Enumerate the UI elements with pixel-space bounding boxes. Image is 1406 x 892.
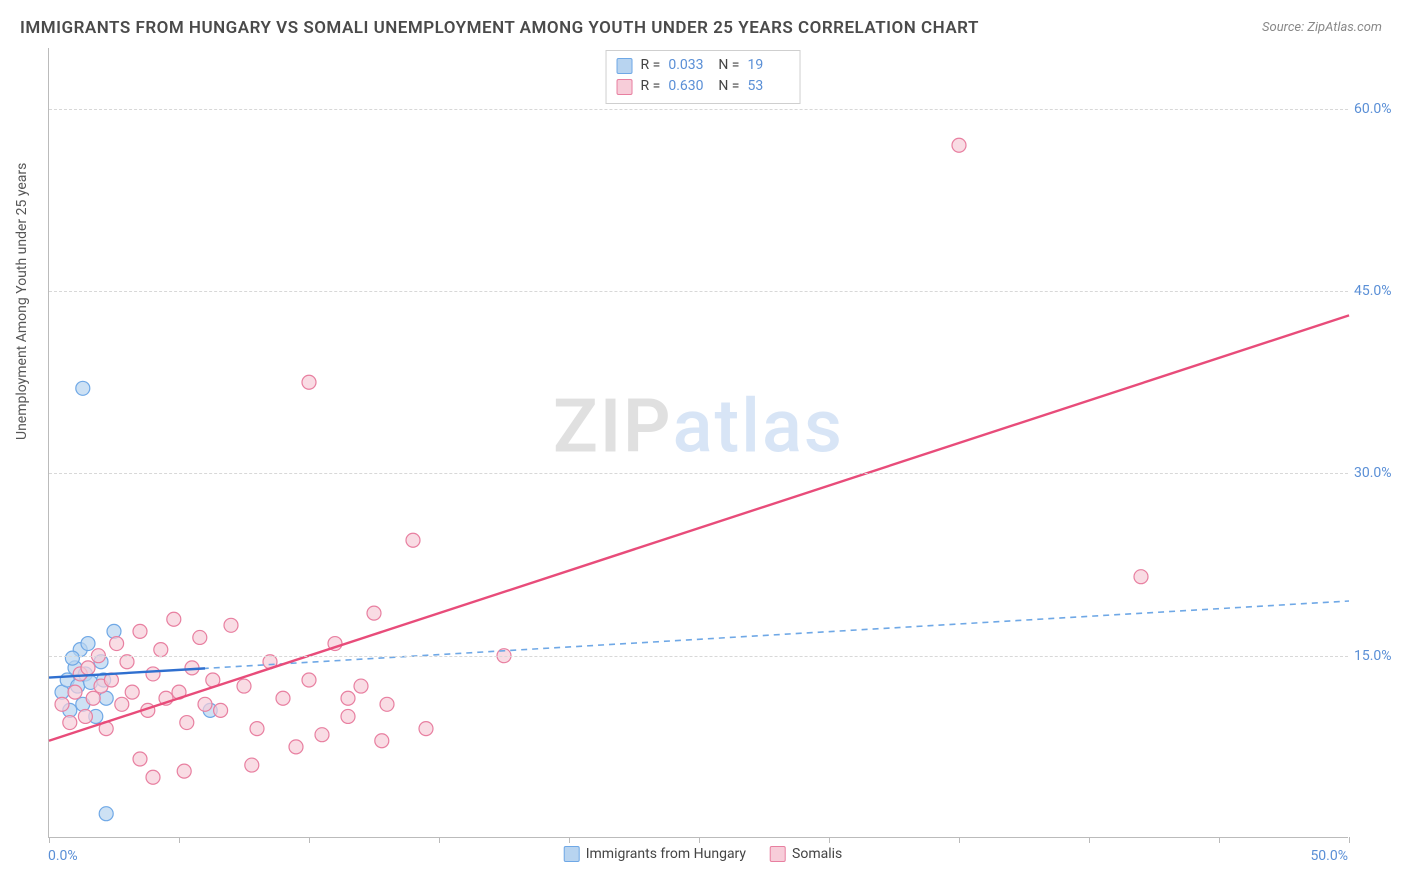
- scatter-point: [380, 697, 394, 711]
- x-tick: [829, 837, 830, 843]
- r-label: R =: [641, 76, 661, 97]
- y-axis-label: Unemployment Among Youth under 25 years: [14, 163, 30, 440]
- scatter-point: [193, 630, 207, 644]
- legend-swatch: [564, 846, 580, 862]
- scatter-point: [214, 703, 228, 717]
- legend-item: Somalis: [770, 846, 842, 862]
- x-tick: [179, 837, 180, 843]
- legend-item: Immigrants from Hungary: [564, 846, 746, 862]
- n-label: N =: [718, 76, 739, 97]
- gridline: [49, 109, 1348, 110]
- x-tick: [959, 837, 960, 843]
- scatter-point: [146, 770, 160, 784]
- scatter-point: [81, 661, 95, 675]
- scatter-point: [302, 673, 316, 687]
- r-value: 0.033: [668, 55, 710, 76]
- correlation-legend-row: R = 0.630 N = 53: [617, 76, 790, 97]
- n-value: 19: [747, 55, 789, 76]
- scatter-point: [224, 618, 238, 632]
- scatter-point: [237, 679, 251, 693]
- x-axis-max-label: 50.0%: [1310, 848, 1348, 864]
- y-tick-label: 15.0%: [1354, 648, 1404, 664]
- scatter-point: [133, 624, 147, 638]
- scatter-point: [55, 697, 69, 711]
- scatter-point: [341, 709, 355, 723]
- scatter-point: [115, 697, 129, 711]
- scatter-point: [78, 709, 92, 723]
- gridline: [49, 473, 1348, 474]
- scatter-point: [250, 722, 264, 736]
- scatter-point: [245, 758, 259, 772]
- y-tick-label: 45.0%: [1354, 283, 1404, 299]
- scatter-point: [406, 533, 420, 547]
- legend-label: Immigrants from Hungary: [586, 846, 746, 862]
- legend-swatch: [617, 79, 633, 95]
- scatter-point: [341, 691, 355, 705]
- scatter-point: [107, 624, 121, 638]
- trend-line-dashed: [49, 601, 1349, 678]
- scatter-point: [276, 691, 290, 705]
- correlation-legend-row: R = 0.033 N = 19: [617, 55, 790, 76]
- scatter-point: [1134, 570, 1148, 584]
- x-tick: [309, 837, 310, 843]
- scatter-point: [154, 643, 168, 657]
- x-tick: [699, 837, 700, 843]
- scatter-point: [99, 807, 113, 821]
- r-label: R =: [641, 55, 661, 76]
- source-attribution: Source: ZipAtlas.com: [1262, 20, 1382, 35]
- scatter-point: [125, 685, 139, 699]
- x-tick: [1089, 837, 1090, 843]
- scatter-point: [110, 637, 124, 651]
- scatter-point: [198, 697, 212, 711]
- scatter-point: [952, 138, 966, 152]
- x-tick: [49, 837, 50, 843]
- scatter-point: [302, 375, 316, 389]
- correlation-legend: R = 0.033 N = 19 R = 0.630 N = 53: [606, 50, 801, 104]
- gridline: [49, 291, 1348, 292]
- x-tick: [569, 837, 570, 843]
- x-axis-min-label: 0.0%: [48, 848, 78, 864]
- scatter-point: [76, 381, 90, 395]
- trend-line-solid: [49, 315, 1349, 740]
- scatter-point: [419, 722, 433, 736]
- legend-swatch: [770, 846, 786, 862]
- n-value: 53: [747, 76, 789, 97]
- scatter-point: [375, 734, 389, 748]
- y-tick-label: 60.0%: [1354, 101, 1404, 117]
- scatter-point: [180, 716, 194, 730]
- legend-swatch: [617, 58, 633, 74]
- x-tick: [1349, 837, 1350, 843]
- scatter-point: [68, 685, 82, 699]
- scatter-point: [315, 728, 329, 742]
- scatter-point: [146, 667, 160, 681]
- r-value: 0.630: [668, 76, 710, 97]
- scatter-point: [120, 655, 134, 669]
- scatter-point: [177, 764, 191, 778]
- chart-title: IMMIGRANTS FROM HUNGARY VS SOMALI UNEMPL…: [20, 18, 979, 38]
- plot-svg: [49, 48, 1348, 837]
- scatter-point: [289, 740, 303, 754]
- scatter-point: [367, 606, 381, 620]
- series-legend: Immigrants from Hungary Somalis: [564, 846, 843, 862]
- scatter-point: [65, 651, 79, 665]
- scatter-point: [63, 716, 77, 730]
- plot-area: ZIPatlas 15.0%30.0%45.0%60.0%: [48, 48, 1348, 838]
- scatter-point: [81, 637, 95, 651]
- x-tick: [439, 837, 440, 843]
- legend-label: Somalis: [792, 846, 842, 862]
- x-tick: [1219, 837, 1220, 843]
- n-label: N =: [718, 55, 739, 76]
- gridline: [49, 656, 1348, 657]
- scatter-point: [86, 691, 100, 705]
- scatter-point: [167, 612, 181, 626]
- scatter-point: [354, 679, 368, 693]
- y-tick-label: 30.0%: [1354, 465, 1404, 481]
- scatter-point: [133, 752, 147, 766]
